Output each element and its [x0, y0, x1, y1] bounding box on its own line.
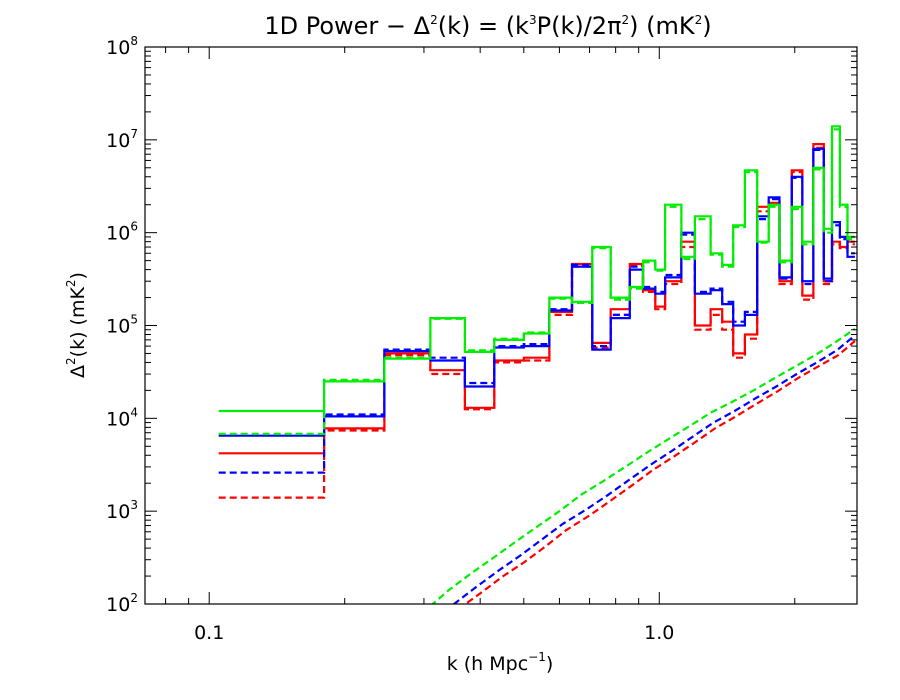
series-blue-line-dashed: [452, 334, 856, 604]
y-tick-base: 10: [106, 594, 130, 616]
y-tick-exponent: 6: [130, 220, 138, 234]
y-tick-label: 107: [106, 127, 138, 152]
plot-area: [218, 125, 856, 604]
x-tick-label: 1.0: [644, 622, 674, 644]
y-tick-label: 104: [106, 405, 138, 430]
series-blue-step-dashed: [218, 148, 855, 474]
y-tick-label: 106: [106, 220, 138, 245]
x-tick-label: 0.1: [194, 622, 224, 644]
series-red-step-solid: [218, 143, 855, 455]
y-tick-exponent: 5: [130, 313, 138, 327]
plot-frame: [144, 46, 858, 605]
chart-title: 1D Power − Δ2(k) = (k3P(k)/2π2) (mK2): [264, 12, 711, 40]
y-tick-base: 10: [106, 223, 130, 245]
y-tick-exponent: 2: [130, 591, 138, 605]
series-green-step-solid: [218, 125, 855, 413]
y-tick-label: 108: [106, 34, 138, 59]
y-tick-base: 10: [106, 37, 130, 59]
y-tick-base: 10: [106, 130, 130, 152]
y-axis-label: Δ2(k) (mK2): [64, 272, 89, 378]
y-tick-exponent: 7: [130, 127, 138, 141]
y-tick-exponent: 3: [130, 498, 138, 512]
y-tick-exponent: 8: [130, 34, 138, 48]
series-red-step-dashed: [218, 146, 855, 499]
y-tick-base: 10: [106, 316, 130, 338]
y-tick-label: 105: [106, 313, 138, 338]
y-tick-label: 102: [106, 591, 138, 616]
y-tick-label: 103: [106, 498, 138, 523]
series-green-step-dashed: [218, 128, 855, 435]
x-axis-label: k (h Mpc−1): [447, 650, 554, 675]
y-tick-exponent: 4: [130, 405, 138, 419]
series-red-line-dashed: [463, 340, 856, 604]
y-tick-base: 10: [106, 408, 130, 430]
series-green-line-dashed: [431, 327, 856, 604]
series-blue-step-solid: [218, 147, 855, 437]
y-tick-base: 10: [106, 501, 130, 523]
